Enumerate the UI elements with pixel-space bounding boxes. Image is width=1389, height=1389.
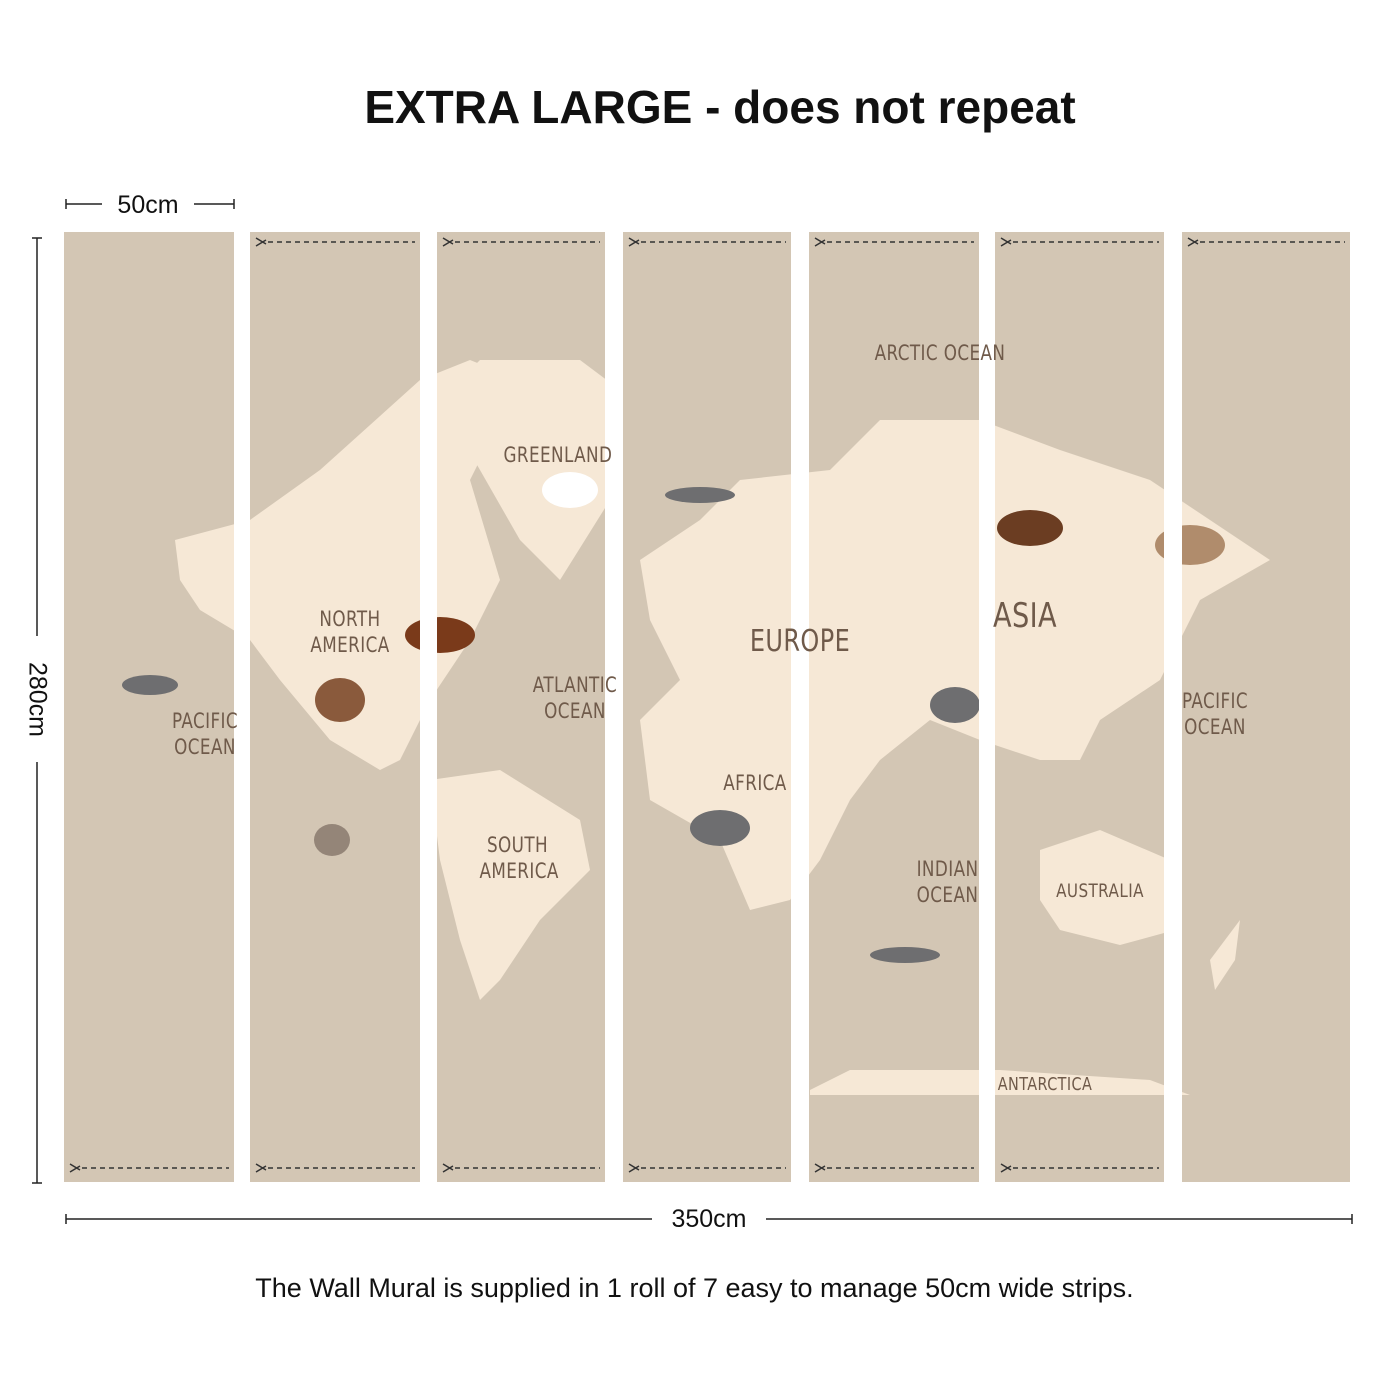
animals (122, 472, 1225, 963)
gap (234, 225, 250, 1190)
map-label: AFRICA (723, 771, 787, 795)
height-label: 280cm (23, 661, 52, 738)
scissor-icon (814, 1163, 826, 1173)
map-label: EUROPE (749, 624, 851, 659)
elephant (930, 687, 980, 723)
whale (665, 487, 735, 503)
map-label: ASIA (992, 596, 1058, 636)
cut-lines (82, 241, 1345, 1169)
bear (315, 678, 365, 722)
gap (791, 225, 809, 1190)
bison (405, 617, 475, 653)
elephant (690, 810, 750, 846)
octopus (314, 824, 350, 856)
scissor-icon (255, 1163, 267, 1173)
map-label: SOUTH AMERICA (479, 833, 559, 883)
scissor-icon (1187, 237, 1199, 247)
scissor-icon (814, 237, 826, 247)
map-label: ARCTIC OCEAN (874, 341, 1006, 365)
caption: The Wall Mural is supplied in 1 roll of … (255, 1273, 1134, 1303)
polar-bear (542, 472, 598, 508)
scissor-icon (442, 237, 454, 247)
strip-gaps (234, 225, 1182, 1190)
gap (420, 225, 437, 1190)
scissor-icon (628, 237, 640, 247)
gap (605, 225, 623, 1190)
gap (1164, 225, 1182, 1190)
south-america (430, 770, 590, 1000)
gap (979, 225, 995, 1190)
dimension-lines (32, 199, 1353, 1224)
map-label: ANTARCTICA (997, 1074, 1093, 1095)
narwhal (122, 675, 178, 695)
map-label: AUSTRALIA (1056, 880, 1144, 902)
whale (870, 947, 940, 963)
title: EXTRA LARGE - does not repeat (364, 81, 1076, 133)
scissor-icon (255, 237, 267, 247)
scissor-icon (69, 1163, 81, 1173)
scissor-icon (1000, 1163, 1012, 1173)
greenland (440, 360, 620, 580)
australia (1040, 830, 1175, 945)
strip-width-label: 50cm (117, 191, 179, 219)
antarctica (810, 1070, 1190, 1095)
map-label: PACIFIC OCEAN (1181, 689, 1249, 739)
map-label: INDIAN OCEAN (916, 857, 979, 907)
map-label: PACIFIC OCEAN (171, 709, 239, 759)
scissor-icon (628, 1163, 640, 1173)
map-label: GREENLAND (503, 443, 613, 467)
map-label: NORTH AMERICA (310, 607, 390, 657)
new-zealand (1210, 920, 1240, 990)
scissor-icon (1000, 237, 1012, 247)
map-label: ATLANTIC OCEAN (532, 673, 618, 723)
brown-bear (997, 510, 1063, 546)
scissors (69, 237, 1199, 1173)
scissor-icon (442, 1163, 454, 1173)
total-width-label: 350cm (671, 1205, 747, 1233)
